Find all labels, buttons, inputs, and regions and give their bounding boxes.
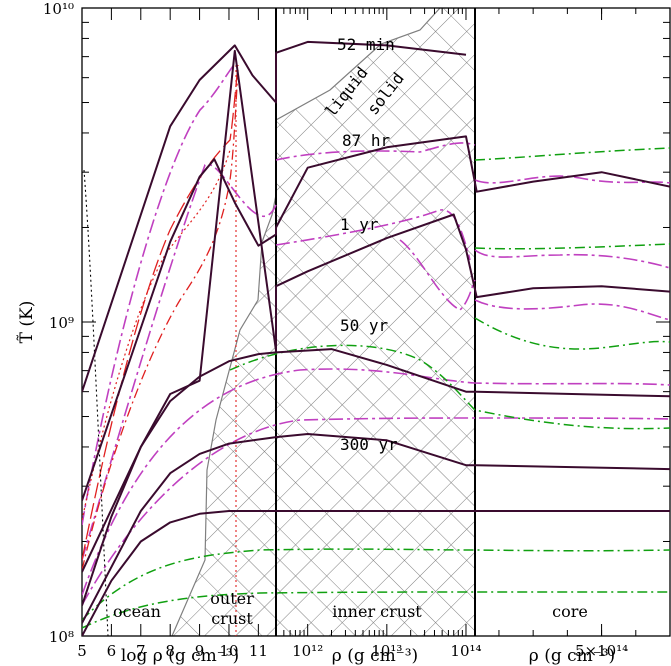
x-tick-label: 6 <box>107 642 117 660</box>
variant-curve-green <box>82 548 670 621</box>
y-tick-label: 10⁹ <box>49 314 74 332</box>
annotation-1yr: 1 yr <box>340 215 379 234</box>
x-tick-label: 10¹⁴ <box>450 642 481 660</box>
x-tick-label: 5×10¹⁴ <box>575 642 628 660</box>
variant-curve-green <box>474 147 670 161</box>
series-line <box>82 348 670 606</box>
variant-curve-magenta <box>474 175 670 184</box>
series-line <box>82 135 670 501</box>
variant-curve-magenta <box>474 249 670 269</box>
y-axis-title: T̃ (K) <box>17 301 37 344</box>
series-line <box>82 49 670 573</box>
region-outer-crust: outer <box>210 589 254 608</box>
variant-curve-red <box>82 69 239 571</box>
x-axis-title-3: ρ (g cm⁻³) <box>529 646 615 666</box>
x-tick-label: 11 <box>249 642 268 660</box>
variant-curve-magenta <box>82 163 277 561</box>
x-tick-label: 7 <box>136 642 146 660</box>
solid-region <box>171 8 476 636</box>
variant-curve-red <box>82 64 239 561</box>
y-tick-labels: 10⁸ 10⁹ 10¹⁰ <box>43 0 74 646</box>
annotation-87hr: 87 hr <box>342 131 391 150</box>
x-tick-label: 8 <box>165 642 175 660</box>
annotation-50yr: 50 yr <box>340 316 389 335</box>
region-outer-crust: crust <box>211 609 253 628</box>
variant-curve-magenta <box>275 209 471 261</box>
x-tick-labels: 5 6 7 8 9 10 11 10¹² 10¹³ 10¹⁴ 5×10¹⁴ <box>77 642 628 660</box>
variant-curve-magenta <box>275 142 476 161</box>
y-tick-label: 10¹⁰ <box>43 0 74 18</box>
variant-curve-green <box>474 317 670 350</box>
y-tick-label: 10⁸ <box>49 628 74 646</box>
series-line <box>82 510 670 636</box>
x-axis-title-2: ρ (g cm⁻³) <box>332 646 418 666</box>
annotation-52min: 52 min <box>337 35 395 54</box>
series-line <box>82 40 467 393</box>
series-line <box>82 433 670 624</box>
variant-curve-green <box>229 344 670 430</box>
variant-curve-green <box>474 243 670 250</box>
variant-curve-magenta <box>474 299 670 321</box>
x-tick-label: 5 <box>77 642 87 660</box>
annotation-300yr: 300 yr <box>340 435 398 454</box>
ticks <box>81 7 670 637</box>
x-tick-label: 10¹² <box>292 642 323 660</box>
variant-curves <box>82 60 670 636</box>
region-ocean: ocean <box>113 602 161 621</box>
region-core: core <box>552 602 588 621</box>
variant-curve-magenta <box>82 61 237 526</box>
region-inner-crust: inner crust <box>332 602 422 621</box>
x-tick-label: 10 <box>219 642 238 660</box>
variant-curve-magenta <box>82 368 670 596</box>
x-tick-label: 10¹³ <box>371 642 402 660</box>
x-axis-title-1: log ρ (g cm⁻³) <box>121 646 239 666</box>
x-tick-label: 9 <box>195 642 205 660</box>
series-group <box>82 40 670 636</box>
variant-curve-black-dotted <box>83 169 109 636</box>
variant-curve-green <box>82 591 670 629</box>
